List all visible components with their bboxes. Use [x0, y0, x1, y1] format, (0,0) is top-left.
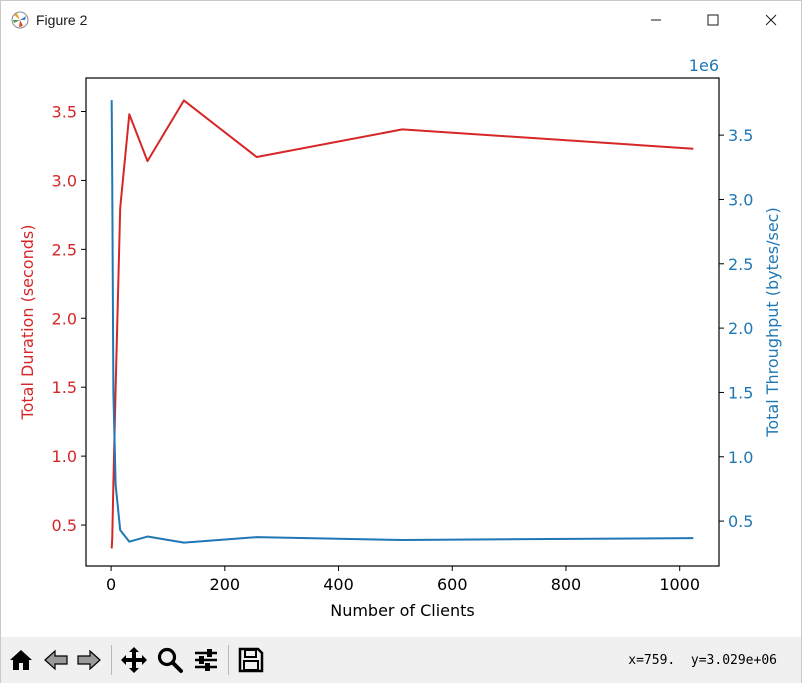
zoom-button[interactable] [155, 645, 185, 675]
forward-arrow-icon [77, 649, 101, 671]
configure-subplots-icon [195, 649, 217, 671]
x-axis-label: Number of Clients [330, 601, 475, 620]
close-icon [765, 14, 777, 26]
line-chart: 0 200 400 600 800 1000 0.5 1.0 1.5 2.0 2.5 3.0 3.5 0.… [18, 56, 782, 620]
left-y-tick-label: 1.0 [52, 447, 77, 466]
left-y-tick-label: 2.5 [52, 240, 77, 259]
save-icon [238, 647, 264, 673]
right-y-tick-label: 3.0 [728, 190, 753, 209]
right-axis-offset-text: 1e6 [689, 56, 719, 75]
left-y-axis-label: Total Duration (seconds) [18, 225, 37, 421]
matplotlib-icon [11, 11, 29, 29]
right-y-tick-label: 0.5 [728, 512, 753, 531]
x-tick-label: 200 [210, 575, 241, 594]
configure-subplots-button[interactable] [191, 645, 221, 675]
navigation-toolbar: x=759. y=3.029e+06 [1, 637, 801, 683]
left-y-tick-label: 3.5 [52, 102, 77, 121]
x-tick-label: 0 [106, 575, 116, 594]
close-button[interactable] [748, 1, 794, 39]
left-y-tick-label: 0.5 [52, 516, 77, 535]
back-button[interactable] [41, 645, 71, 675]
save-button[interactable] [236, 645, 266, 675]
left-y-tick-label: 1.5 [52, 378, 77, 397]
pan-icon [121, 647, 147, 673]
zoom-icon [157, 647, 183, 673]
right-y-axis-label: Total Throughput (bytes/sec) [763, 207, 782, 437]
series-line-throughput [110, 100, 694, 544]
minimize-button[interactable] [633, 1, 679, 39]
forward-button[interactable] [74, 645, 104, 675]
pan-button[interactable] [119, 645, 149, 675]
x-tick-label: 1000 [659, 575, 700, 594]
minimize-icon [651, 19, 661, 21]
maximize-icon [707, 14, 719, 26]
plot-frame [85, 77, 720, 567]
right-y-tick-label: 3.5 [728, 126, 753, 145]
left-y-tick-label: 2.0 [52, 309, 77, 328]
toolbar-separator [228, 645, 229, 675]
left-y-tick-label: 3.0 [52, 171, 77, 190]
right-y-tick-label: 1.0 [728, 448, 753, 467]
window-title: Figure 2 [36, 12, 88, 28]
figure-canvas[interactable]: 0 200 400 600 800 1000 0.5 1.0 1.5 2.0 2.5 3.0 3.5 0.… [1, 39, 801, 637]
series-line-duration [110, 99, 694, 549]
title-bar[interactable]: Figure 2 [1, 1, 801, 39]
x-tick-label: 600 [437, 575, 468, 594]
x-tick-label: 400 [323, 575, 354, 594]
x-tick-label: 800 [551, 575, 582, 594]
back-arrow-icon [44, 649, 68, 671]
right-y-tick-label: 1.5 [728, 383, 753, 402]
home-icon [10, 650, 32, 670]
toolbar-separator [111, 645, 112, 675]
maximize-button[interactable] [690, 1, 736, 39]
home-button[interactable] [6, 645, 36, 675]
right-y-tick-label: 2.5 [728, 255, 753, 274]
cursor-coordinates: x=759. y=3.029e+06 [628, 653, 777, 668]
right-y-tick-label: 2.0 [728, 319, 753, 338]
